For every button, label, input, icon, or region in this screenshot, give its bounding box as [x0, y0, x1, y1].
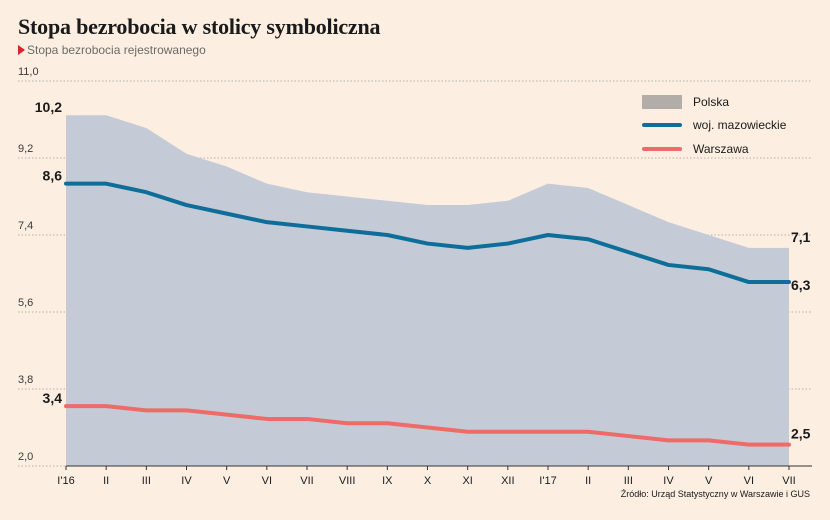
legend-label-warszawa: Warszawa — [693, 141, 749, 156]
y-tick-label: 9,2 — [18, 143, 33, 155]
data-label: 8,6 — [43, 168, 63, 184]
y-tick-label: 11,0 — [18, 66, 39, 78]
y-tick-label: 3,8 — [18, 374, 33, 386]
series-area-polska — [66, 115, 789, 466]
x-tick-label: VII — [300, 475, 313, 487]
x-tick-label: VI — [262, 475, 272, 487]
x-tick-label: VI — [744, 475, 754, 487]
data-label: 6,3 — [791, 277, 811, 293]
x-tick-label: X — [424, 475, 432, 487]
data-label: 3,4 — [43, 390, 63, 406]
x-tick-label: VIII — [339, 475, 356, 487]
x-tick-label: I'16 — [57, 475, 74, 487]
data-label: 7,1 — [791, 229, 811, 245]
source-note: Źródło: Urząd Statystyczny w Warszawie i… — [620, 489, 810, 499]
x-tick-label: V — [223, 475, 231, 487]
red-triangle-icon — [18, 45, 25, 55]
legend-item-mazowieckie: woj. mazowieckie — [642, 114, 786, 138]
chart-legend: Polska woj. mazowieckie Warszawa — [642, 90, 786, 161]
x-tick-label: III — [624, 475, 633, 487]
legend-label-mazowieckie: woj. mazowieckie — [693, 118, 787, 133]
x-tick-label: I'17 — [539, 475, 556, 487]
legend-label-polska: Polska — [693, 94, 730, 109]
data-label: 2,5 — [791, 426, 811, 442]
series-line-warszawa — [64, 404, 791, 447]
x-tick-label: IV — [181, 475, 192, 487]
series-line-mazowieckie — [64, 181, 791, 285]
y-tick-label: 5,6 — [18, 297, 33, 309]
legend-swatch-mazowieckie — [642, 123, 682, 128]
legend-item-polska: Polska — [642, 90, 786, 114]
x-tick-label: XI — [462, 475, 472, 487]
chart-subtitle-text: Stopa bezrobocia rejestrowanego — [27, 43, 206, 57]
x-tick-label: VII — [782, 475, 795, 487]
x-tick-label: II — [585, 475, 591, 487]
y-tick-label: 7,4 — [18, 220, 33, 232]
chart-title: Stopa bezrobocia w stolicy symboliczna — [18, 14, 381, 39]
chart-subtitle: Stopa bezrobocia rejestrowanego — [18, 43, 206, 57]
legend-swatch-warszawa — [642, 146, 682, 151]
legend-swatch-polska — [642, 94, 682, 109]
x-tick-label: IX — [382, 475, 393, 487]
x-tick-label: III — [142, 475, 151, 487]
x-tick-label: XII — [501, 475, 514, 487]
x-tick-label: IV — [663, 475, 674, 487]
x-tick-label: V — [705, 475, 713, 487]
y-tick-label: 2,0 — [18, 451, 33, 463]
legend-item-warszawa: Warszawa — [642, 137, 786, 161]
x-tick-label: II — [103, 475, 109, 487]
data-label: 10,2 — [35, 99, 62, 115]
